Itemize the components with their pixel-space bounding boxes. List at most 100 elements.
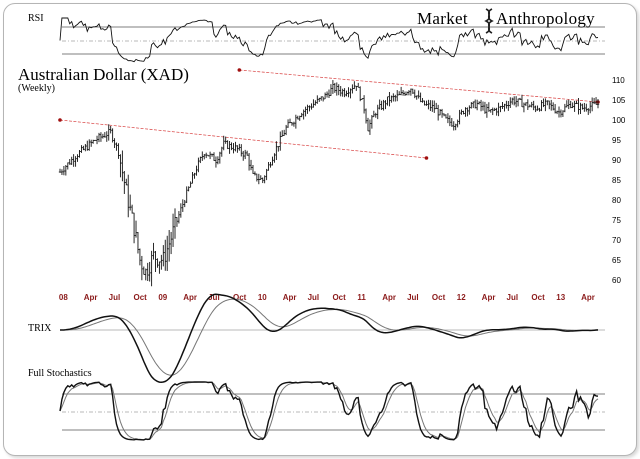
price-bar (183, 199, 186, 208)
price-bar (277, 146, 280, 152)
price-bar (189, 181, 192, 188)
price-bar (222, 135, 225, 151)
price-bar (160, 254, 163, 270)
price-bar (446, 113, 450, 124)
price-bar (240, 144, 243, 157)
price-bar (107, 124, 110, 141)
price-bar (127, 174, 130, 218)
price-bar (587, 108, 590, 115)
x-tick-label: Jul (109, 293, 121, 302)
price-bar (329, 84, 333, 96)
price-bar (362, 95, 366, 114)
x-tick-label: 13 (556, 293, 565, 302)
price-bar (136, 231, 140, 254)
price-bar (224, 136, 227, 144)
price-bar (333, 82, 337, 93)
price-bar (271, 156, 274, 166)
price-bar (341, 88, 344, 97)
price-bar (154, 250, 157, 273)
price-bar (590, 97, 594, 112)
rsi-panel: RSI (28, 13, 605, 63)
price-bar (435, 102, 438, 110)
price-bar (158, 261, 161, 274)
stochastics-panel: Full Stochastics (28, 368, 605, 441)
x-tick-label: Oct (531, 293, 545, 302)
price-bar (505, 100, 508, 109)
y-tick-label: 80 (612, 196, 621, 205)
price-bar (97, 132, 101, 143)
price-bar (212, 152, 216, 162)
price-bar (130, 204, 134, 214)
price-bar (337, 84, 340, 96)
price-bar (327, 89, 331, 98)
x-tick-label: Jul (507, 293, 519, 302)
y-tick-label: 110 (612, 76, 625, 85)
price-bar (195, 165, 198, 176)
price-bar (167, 230, 171, 262)
price-bar (226, 140, 229, 150)
price-bar (339, 86, 342, 97)
price-bar (512, 96, 516, 106)
price-bar (138, 248, 142, 266)
price-bar (169, 231, 173, 255)
brand: Market Anthropology (417, 8, 595, 34)
price-bar (388, 91, 391, 107)
price-bar (466, 107, 469, 117)
price-bar (573, 100, 576, 112)
price-bar (286, 119, 290, 128)
price-bar (452, 121, 455, 131)
price-bar (548, 100, 551, 110)
dna-helix-icon (484, 8, 494, 34)
price-bar (152, 242, 155, 260)
x-tick-label: Oct (432, 293, 446, 302)
price-bar (177, 211, 181, 224)
price-bar (185, 186, 188, 203)
price-bar (150, 250, 153, 287)
price-bar (417, 90, 420, 99)
y-tick-label: 95 (612, 136, 621, 145)
price-bar (489, 109, 492, 113)
price-bar (181, 199, 185, 212)
price-bar (473, 99, 477, 109)
price-bar (419, 92, 422, 103)
price-bar (162, 245, 165, 267)
price-bar (128, 194, 132, 211)
price-bar (571, 102, 574, 109)
price-bar (353, 81, 356, 90)
y-tick-label: 60 (612, 276, 621, 285)
x-tick-label: Apr (382, 293, 396, 302)
price-bar (438, 108, 442, 116)
price-bar (117, 143, 120, 159)
price-bar (325, 91, 329, 98)
y-tick-label: 85 (612, 176, 621, 185)
price-bar (294, 114, 298, 129)
price-bar (509, 97, 512, 108)
price-bar (70, 156, 73, 165)
price-bar (125, 178, 128, 186)
price-bar (191, 172, 194, 184)
price-bar (366, 117, 370, 132)
price-bar (88, 139, 91, 151)
price-bar (84, 144, 87, 152)
price-bar (166, 235, 169, 271)
x-tick-label: 12 (457, 293, 466, 302)
price-bar (526, 99, 530, 110)
price-bar (479, 99, 483, 112)
x-tick-label: Jul (208, 293, 220, 302)
price-bar (497, 102, 500, 117)
price-bar (475, 99, 479, 111)
chart-title: Australian Dollar (XAD) (18, 65, 189, 84)
stochastics-label: Full Stochastics (28, 368, 92, 379)
price-bar (386, 96, 389, 106)
x-tick-label: Apr (84, 293, 98, 302)
price-bar (243, 149, 247, 160)
x-tick-label: Apr (581, 293, 595, 302)
price-bar (89, 139, 93, 147)
y-tick-label: 90 (612, 156, 621, 165)
price-bar (142, 266, 146, 275)
price-bar (62, 165, 66, 176)
price-bar (247, 153, 251, 171)
price-bar (376, 104, 379, 120)
price-bar (472, 101, 475, 109)
price-bar (310, 103, 313, 110)
